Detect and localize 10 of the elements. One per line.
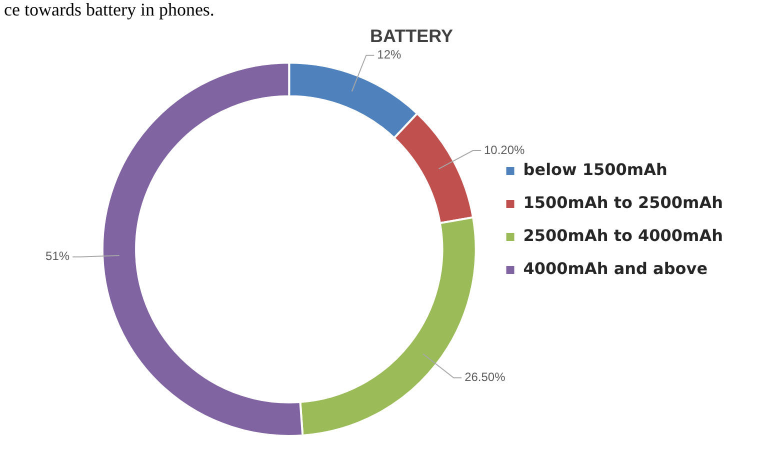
data-label: 26.50% — [464, 370, 506, 384]
legend-label: below 1500mAh — [523, 160, 668, 180]
text: ce towards battery in phones. — [4, 0, 214, 20]
legend-label: 2500mAh to 4000mAh — [523, 226, 723, 246]
legend-label: 4000mAh and above — [523, 259, 708, 278]
legend-label: 1500mAh to 2500mAh — [523, 193, 723, 212]
data-label: 51% — [46, 249, 70, 264]
data-label: 10.20% — [484, 142, 525, 157]
chart-title: BATTERY — [370, 26, 453, 46]
data-label: 12% — [377, 48, 402, 62]
